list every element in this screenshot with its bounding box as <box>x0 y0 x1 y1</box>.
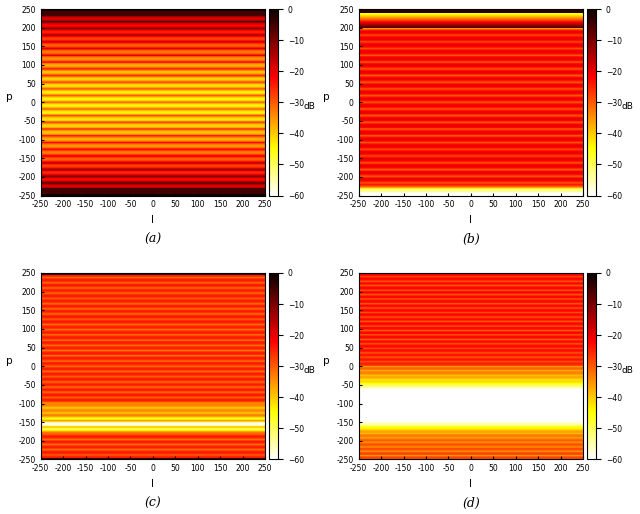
Text: (c): (c) <box>145 497 161 510</box>
Text: (b): (b) <box>462 233 480 246</box>
Y-axis label: p: p <box>6 356 12 366</box>
Y-axis label: dB: dB <box>621 366 634 375</box>
Y-axis label: dB: dB <box>303 102 316 112</box>
X-axis label: l: l <box>469 479 472 489</box>
Text: (a): (a) <box>144 233 161 246</box>
Y-axis label: p: p <box>6 93 12 102</box>
X-axis label: l: l <box>152 215 154 225</box>
X-axis label: l: l <box>152 479 154 489</box>
Y-axis label: dB: dB <box>303 366 316 375</box>
Text: (d): (d) <box>462 497 480 510</box>
X-axis label: l: l <box>469 215 472 225</box>
Y-axis label: dB: dB <box>621 102 634 112</box>
Y-axis label: p: p <box>323 356 330 366</box>
Y-axis label: p: p <box>323 93 330 102</box>
